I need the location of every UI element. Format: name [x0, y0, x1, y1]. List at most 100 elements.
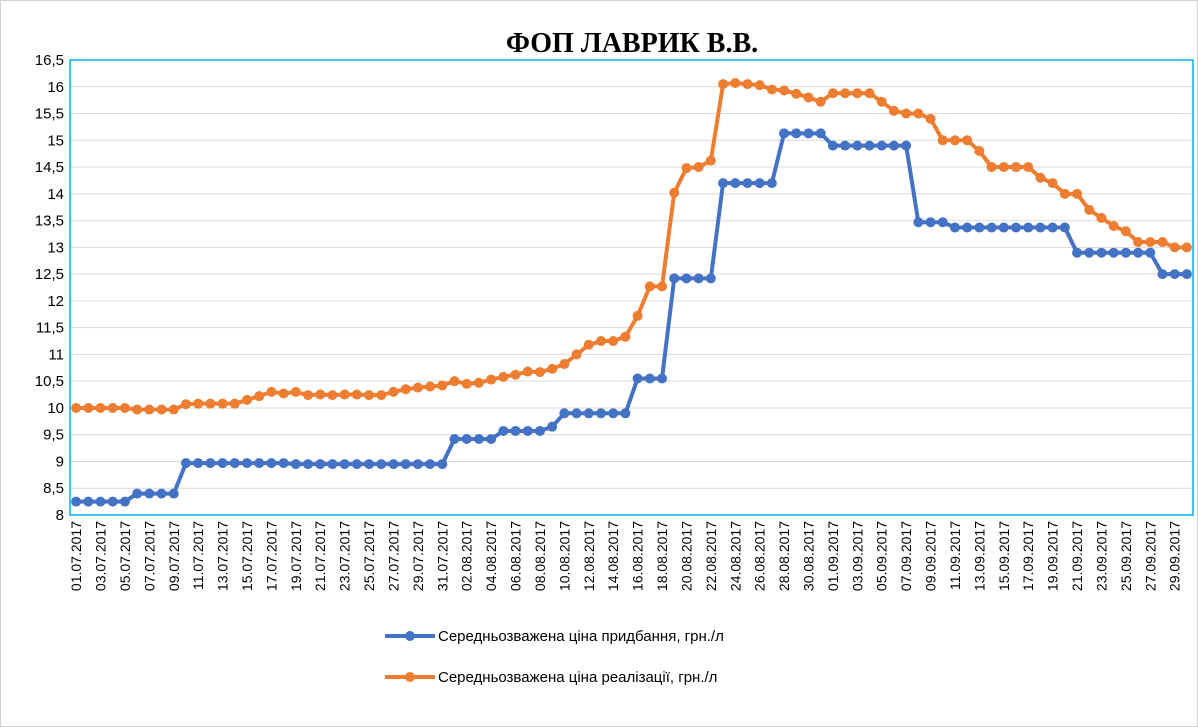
point [303, 390, 314, 401]
x-tick-label: 13.07.2017 [215, 521, 231, 591]
y-tick-label: 14,5 [35, 159, 64, 176]
y-tick-label: 9,5 [43, 427, 64, 444]
point [583, 408, 594, 419]
point [168, 404, 179, 415]
point [571, 349, 582, 360]
x-tick-label: 27.09.2017 [1142, 521, 1158, 591]
point [1169, 269, 1180, 280]
point [339, 459, 350, 470]
legend-label: Середньозважена ціна придбання, грн./л [438, 628, 724, 645]
point [718, 79, 729, 90]
point [266, 458, 277, 469]
point [1120, 247, 1131, 258]
point [425, 459, 436, 470]
point [449, 376, 460, 387]
point [205, 458, 216, 469]
point [425, 381, 436, 392]
point [95, 402, 106, 413]
point [290, 459, 301, 470]
point [547, 421, 558, 432]
point [730, 78, 741, 89]
point [83, 402, 94, 413]
point [791, 88, 802, 99]
point [547, 363, 558, 374]
point [962, 135, 973, 146]
y-tick-label: 10,5 [35, 373, 64, 390]
x-tick-label: 09.07.2017 [166, 521, 182, 591]
point [132, 488, 143, 499]
point [400, 459, 411, 470]
point [461, 378, 472, 389]
x-tick-label: 07.07.2017 [141, 521, 157, 591]
point [1047, 178, 1058, 189]
point [156, 404, 167, 415]
point [1084, 204, 1095, 215]
point [180, 399, 191, 410]
point [1145, 247, 1156, 258]
x-tick-label: 01.07.2017 [68, 521, 84, 591]
point [1108, 220, 1119, 231]
point [266, 386, 277, 397]
point [559, 359, 570, 370]
x-tick-label: 11.09.2017 [947, 521, 963, 590]
point [412, 382, 423, 393]
point [937, 135, 948, 146]
x-tick-label: 06.08.2017 [508, 521, 524, 591]
point [278, 388, 289, 399]
point [913, 108, 924, 119]
point [559, 408, 570, 419]
point [901, 108, 912, 119]
point [681, 163, 692, 174]
point [290, 386, 301, 397]
chart-title: ФОП ЛАВРИК В.В. [506, 28, 758, 59]
point [986, 162, 997, 173]
point [1096, 247, 1107, 258]
point [669, 187, 680, 198]
legend-label: Середньозважена ціна реалізації, грн./л [438, 669, 717, 686]
point [888, 140, 899, 151]
point [803, 128, 814, 139]
point [827, 88, 838, 99]
y-tick-label: 14 [47, 186, 64, 203]
point [1023, 222, 1034, 233]
point [156, 488, 167, 499]
point [815, 128, 826, 139]
point [119, 402, 130, 413]
x-tick-label: 29.09.2017 [1167, 521, 1183, 591]
y-tick-label: 13 [47, 239, 64, 256]
x-tick-label: 07.09.2017 [898, 521, 914, 591]
point [1096, 212, 1107, 223]
x-tick-label: 25.09.2017 [1118, 521, 1134, 591]
point [486, 433, 497, 444]
point [840, 140, 851, 151]
point [571, 408, 582, 419]
point [864, 88, 875, 99]
point [217, 458, 228, 469]
point [229, 458, 240, 469]
point [913, 217, 924, 228]
y-tick-label: 16,5 [35, 52, 64, 69]
point [766, 178, 777, 189]
x-tick-label: 02.08.2017 [459, 521, 475, 591]
point [205, 398, 216, 409]
point [437, 459, 448, 470]
point [534, 425, 545, 436]
point [779, 85, 790, 96]
x-tick-label: 31.07.2017 [434, 521, 450, 591]
x-tick-label: 27.07.2017 [385, 521, 401, 591]
point [1145, 237, 1156, 247]
point [632, 373, 643, 384]
point [473, 433, 484, 444]
point [107, 402, 118, 413]
x-tick-label: 16.08.2017 [630, 521, 646, 591]
point [925, 217, 936, 228]
point [71, 496, 82, 507]
point [705, 155, 716, 166]
x-tick-label: 15.07.2017 [239, 521, 255, 591]
point [803, 92, 814, 103]
point [339, 389, 350, 400]
x-tick-label: 20.08.2017 [678, 521, 694, 591]
point [95, 496, 106, 507]
point [193, 458, 204, 469]
